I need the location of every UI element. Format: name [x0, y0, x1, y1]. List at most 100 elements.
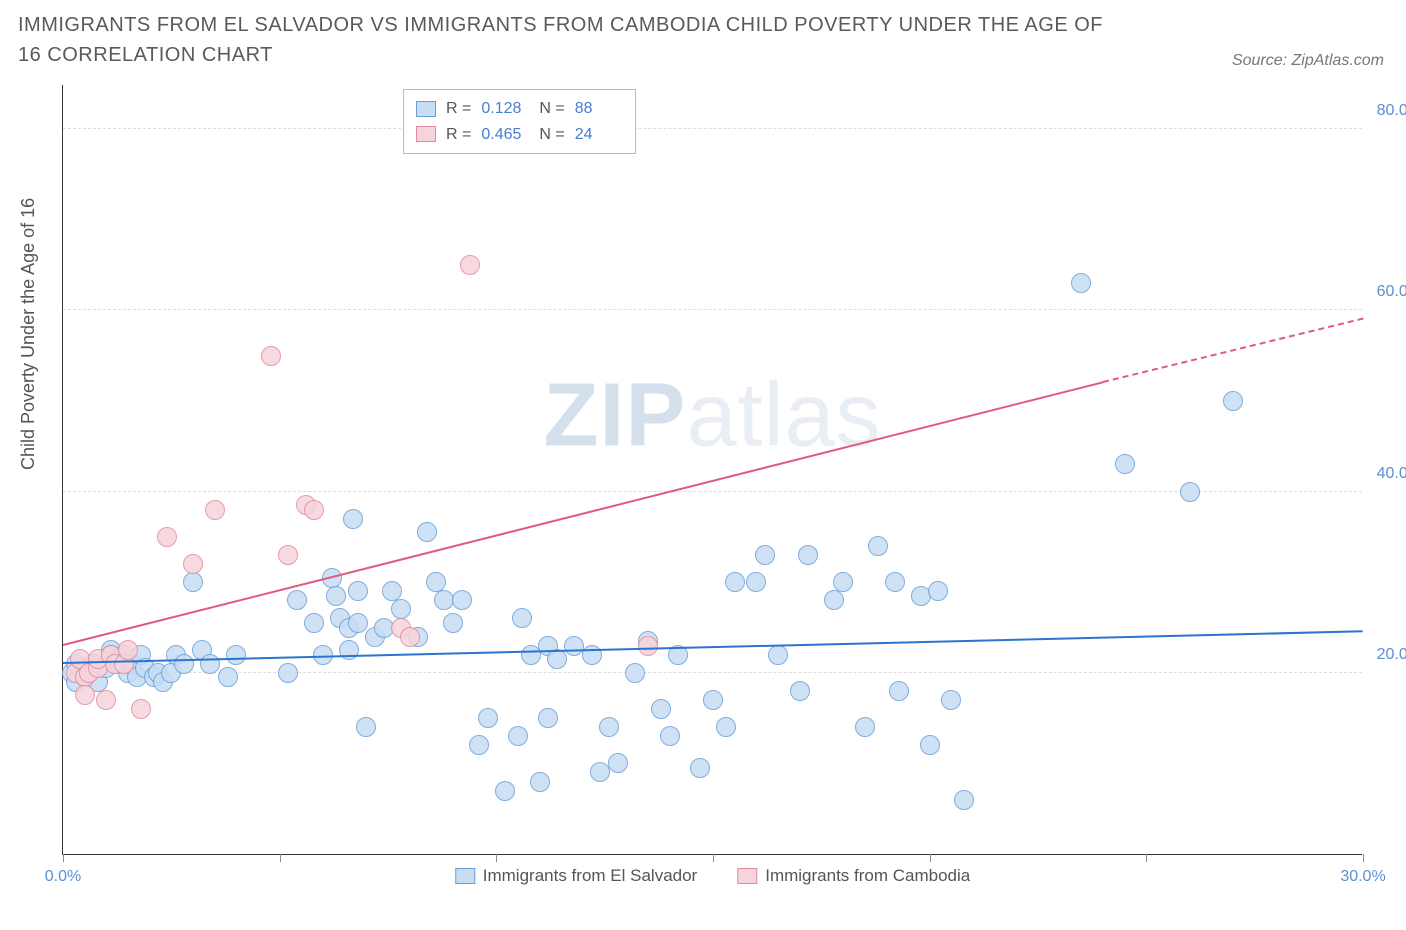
data-point [768, 645, 788, 665]
data-point [278, 545, 298, 565]
data-point [954, 790, 974, 810]
data-point [478, 708, 498, 728]
data-point [326, 586, 346, 606]
x-tick [1363, 854, 1364, 862]
data-point [885, 572, 905, 592]
data-point [495, 781, 515, 801]
gridline [63, 672, 1362, 673]
data-point [530, 772, 550, 792]
data-point [746, 572, 766, 592]
legend-n-label: N = [539, 122, 564, 148]
data-point [920, 735, 940, 755]
data-point [855, 717, 875, 737]
legend-r-value: 0.465 [481, 122, 529, 148]
legend-row: R =0.128N =88 [416, 96, 623, 122]
gridline [63, 309, 1362, 310]
data-point [868, 536, 888, 556]
x-tick-label: 30.0% [1340, 868, 1385, 886]
data-point [226, 645, 246, 665]
source-attribution: Source: ZipAtlas.com [1232, 52, 1384, 70]
data-point [391, 599, 411, 619]
data-point [356, 717, 376, 737]
legend-swatch [455, 868, 475, 884]
gridline [63, 491, 1362, 492]
regression-line [63, 630, 1363, 664]
data-point [941, 690, 961, 710]
y-tick-label: 20.0% [1377, 646, 1406, 664]
x-tick [930, 854, 931, 862]
data-point [343, 509, 363, 529]
regression-line [1103, 318, 1363, 383]
legend-r-label: R = [446, 96, 471, 122]
legend-row: R =0.465N =24 [416, 122, 623, 148]
series-name: Immigrants from Cambodia [765, 866, 970, 886]
data-point [833, 572, 853, 592]
data-point [96, 690, 116, 710]
data-point [131, 699, 151, 719]
y-tick-label: 40.0% [1377, 465, 1406, 483]
data-point [452, 590, 472, 610]
data-point [183, 554, 203, 574]
series-legend-item: Immigrants from Cambodia [737, 866, 970, 886]
correlation-legend: R =0.128N =88R =0.465N =24 [403, 89, 636, 154]
data-point [582, 645, 602, 665]
data-point [278, 663, 298, 683]
data-point [824, 590, 844, 610]
data-point [400, 627, 420, 647]
data-point [443, 613, 463, 633]
data-point [508, 726, 528, 746]
data-point [200, 654, 220, 674]
x-tick [63, 854, 64, 862]
data-point [790, 681, 810, 701]
data-point [725, 572, 745, 592]
data-point [348, 581, 368, 601]
legend-r-label: R = [446, 122, 471, 148]
data-point [460, 255, 480, 275]
x-tick [280, 854, 281, 862]
gridline [63, 128, 1362, 129]
x-tick-label: 0.0% [45, 868, 81, 886]
data-point [304, 613, 324, 633]
x-tick [713, 854, 714, 862]
data-point [1180, 482, 1200, 502]
data-point [1071, 273, 1091, 293]
series-legend: Immigrants from El Salvador Immigrants fr… [455, 866, 970, 886]
scatter-chart: ZIPatlas 20.0%40.0%60.0%80.0%0.0%30.0%R … [62, 85, 1362, 855]
data-point [660, 726, 680, 746]
legend-swatch [737, 868, 757, 884]
legend-r-value: 0.128 [481, 96, 529, 122]
data-point [417, 522, 437, 542]
data-point [928, 581, 948, 601]
data-point [118, 640, 138, 660]
x-tick [1146, 854, 1147, 862]
data-point [218, 667, 238, 687]
y-axis-label: Child Poverty Under the Age of 16 [18, 198, 39, 470]
data-point [287, 590, 307, 610]
data-point [1223, 391, 1243, 411]
data-point [426, 572, 446, 592]
data-point [755, 545, 775, 565]
data-point [538, 708, 558, 728]
series-name: Immigrants from El Salvador [483, 866, 697, 886]
data-point [469, 735, 489, 755]
data-point [348, 613, 368, 633]
series-legend-item: Immigrants from El Salvador [455, 866, 697, 886]
y-tick-label: 60.0% [1377, 283, 1406, 301]
y-tick-label: 80.0% [1377, 102, 1406, 120]
data-point [304, 500, 324, 520]
x-tick [496, 854, 497, 862]
data-point [174, 654, 194, 674]
data-point [205, 500, 225, 520]
data-point [157, 527, 177, 547]
data-point [798, 545, 818, 565]
data-point [183, 572, 203, 592]
data-point [599, 717, 619, 737]
data-point [690, 758, 710, 778]
data-point [625, 663, 645, 683]
chart-title: IMMIGRANTS FROM EL SALVADOR VS IMMIGRANT… [18, 10, 1118, 70]
data-point [651, 699, 671, 719]
data-point [608, 753, 628, 773]
legend-swatch [416, 101, 436, 117]
data-point [716, 717, 736, 737]
data-point [382, 581, 402, 601]
